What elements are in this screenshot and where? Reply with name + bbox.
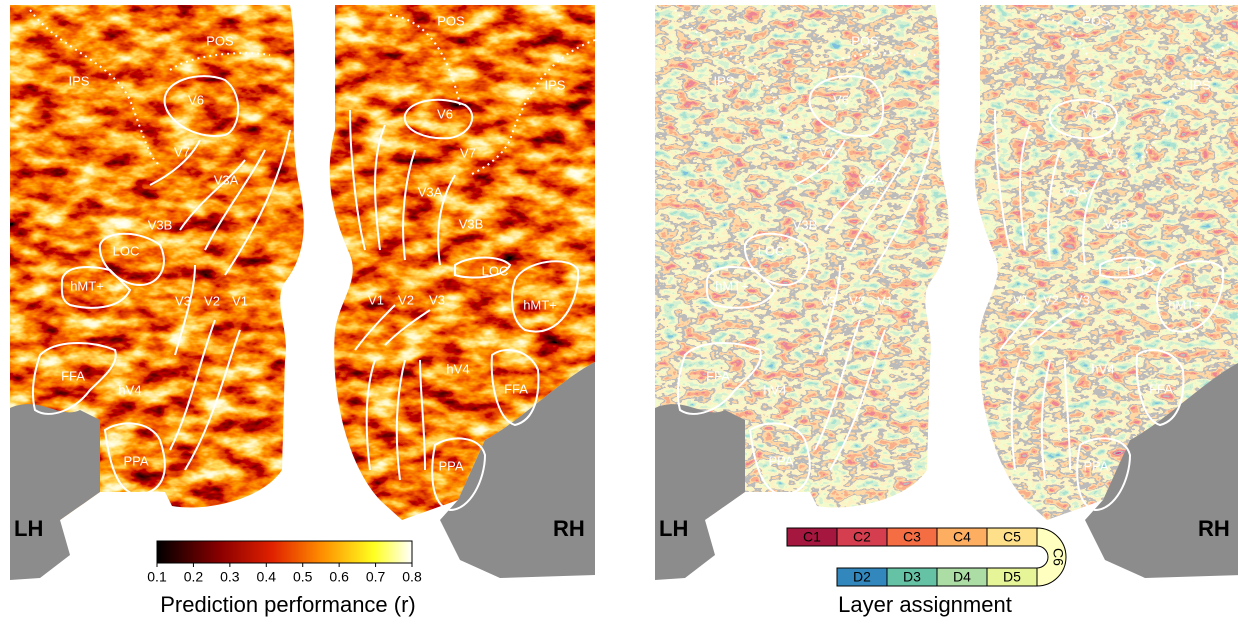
- region-label: V3: [820, 293, 836, 308]
- region-label: LOC: [1127, 263, 1154, 278]
- tick-label: 0.2: [184, 569, 204, 585]
- region-label: IPS: [545, 77, 566, 92]
- region-label: V1: [232, 293, 248, 308]
- figure: IPS POS V6 V7 V3A V3B LOC hMT+ V3 V2 V1 …: [0, 0, 1238, 622]
- region-label: V2: [398, 292, 414, 307]
- region-label: IPS: [1190, 77, 1211, 92]
- region-label: hV4: [446, 361, 469, 376]
- colorbar: Prediction performance (r) 0.1 0.2 0.3 0.4 0…: [147, 541, 422, 617]
- region-label: LOC: [758, 243, 785, 258]
- hemisphere-label: LH: [14, 516, 43, 541]
- brain-flatmap: IPS POS V6 V7 V3A V3B LOC hMT+ V3 V2 V1 …: [645, 0, 1238, 600]
- region-label: V2: [204, 293, 220, 308]
- tick-label: 0.7: [366, 569, 386, 585]
- tick-label: 0.1: [147, 569, 167, 585]
- region-label: V3: [1074, 292, 1090, 307]
- region-label: hMT+: [1168, 297, 1202, 312]
- region-label: hMT+: [715, 278, 749, 293]
- region-label: V7: [1105, 145, 1121, 160]
- region-label: V6: [1082, 106, 1098, 121]
- region-label: V2: [849, 293, 865, 308]
- legend-label: D4: [953, 569, 971, 585]
- region-label: hV4: [118, 382, 141, 397]
- region-label: LOC: [113, 243, 140, 258]
- legend-label: C3: [903, 529, 921, 545]
- region-label: V3: [429, 292, 445, 307]
- region-label: V3: [175, 293, 191, 308]
- region-label: hMT+: [70, 278, 104, 293]
- lh-cortex: [10, 404, 100, 580]
- region-label: LOC: [482, 263, 509, 278]
- region-label: V3A: [214, 172, 239, 187]
- region-label: PPA: [123, 453, 148, 468]
- tick-label: 0.8: [402, 569, 422, 585]
- hemisphere-label: LH: [659, 516, 688, 541]
- region-label: FFA: [706, 368, 730, 383]
- legend-label: C4: [953, 529, 971, 545]
- legend-label: C1: [803, 529, 821, 545]
- region-label: FFA: [61, 368, 85, 383]
- region-label: V1: [877, 293, 893, 308]
- region-label: FFA: [1149, 381, 1173, 396]
- legend-label: C6: [1050, 548, 1066, 566]
- region-label: V1: [368, 292, 384, 307]
- region-label: V6: [833, 92, 849, 107]
- region-label: V3A: [418, 184, 443, 199]
- region-label: POS: [437, 13, 465, 28]
- legend-label: C2: [853, 529, 871, 545]
- tick-label: 0.4: [257, 569, 277, 585]
- region-label: V3A: [1063, 184, 1088, 199]
- region-label: PPA: [438, 458, 463, 473]
- region-label: PPA: [1083, 458, 1108, 473]
- region-label: V3B: [793, 217, 818, 232]
- region-label: V6: [188, 92, 204, 107]
- colorbar-scale: [157, 541, 412, 563]
- region-label: V6: [437, 106, 453, 121]
- lh-cortex: [655, 404, 745, 580]
- region-label: V2: [1043, 292, 1059, 307]
- hemisphere-label: RH: [553, 516, 585, 541]
- hemisphere-label: RH: [1198, 516, 1230, 541]
- region-label: V1: [1013, 292, 1029, 307]
- legend-title: Layer assignment: [838, 592, 1012, 617]
- region-label: V3B: [459, 216, 484, 231]
- legend-label: D3: [903, 569, 921, 585]
- colorbar-label: Prediction performance (r): [160, 592, 416, 617]
- region-label: IPS: [714, 73, 735, 88]
- region-label: FFA: [504, 381, 528, 396]
- region-label: hV4: [763, 382, 786, 397]
- region-label: V7: [819, 144, 835, 159]
- region-label: V7: [174, 144, 190, 159]
- region-label: hV4: [1091, 361, 1114, 376]
- region-label: POS: [206, 33, 234, 48]
- legend-label: C5: [1003, 529, 1021, 545]
- region-label: V3A: [859, 172, 884, 187]
- tick-label: 0.6: [329, 569, 349, 585]
- region-label: POS: [1082, 13, 1110, 28]
- region-label: IPS: [69, 73, 90, 88]
- region-label: PPA: [768, 453, 793, 468]
- tick-label: 0.5: [293, 569, 313, 585]
- layer-legend: Layer assignment C1 C2 C3 C4 C5 D2 D3 D4 D5 C6: [787, 528, 1066, 617]
- region-label: V7: [460, 145, 476, 160]
- region-label: POS: [851, 33, 879, 48]
- legend-label: D5: [1003, 569, 1021, 585]
- region-label: V3B: [1104, 216, 1129, 231]
- region-label: hMT+: [523, 297, 557, 312]
- brain-flatmap: IPS POS V6 V7 V3A V3B LOC hMT+ V3 V2 V1 …: [0, 0, 620, 600]
- legend-label: D2: [853, 569, 871, 585]
- tick-label: 0.3: [220, 569, 240, 585]
- region-label: V3B: [148, 217, 173, 232]
